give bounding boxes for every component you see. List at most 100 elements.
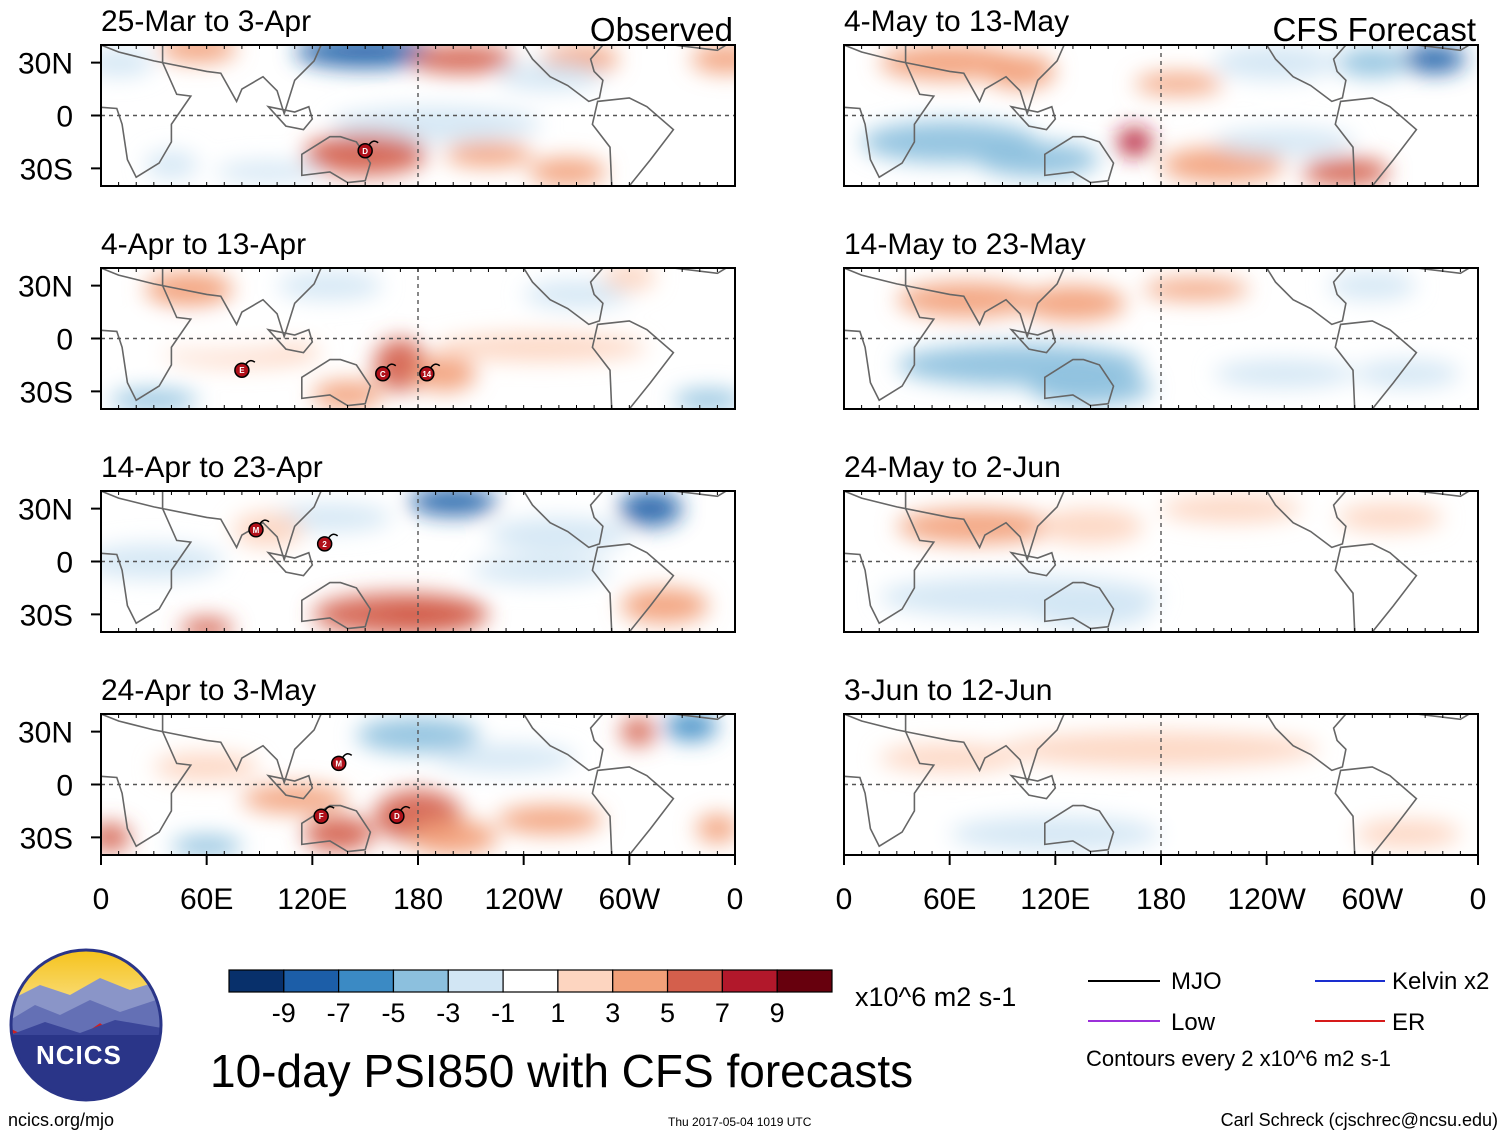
anomaly-blob <box>976 141 1100 178</box>
anomaly-blob <box>1213 359 1355 388</box>
footer-url[interactable]: ncics.org/mjo <box>8 1110 115 1130</box>
coastlines <box>844 714 1471 855</box>
anomaly-blob <box>101 543 225 580</box>
legend-label-mjo: MJO <box>1171 968 1222 995</box>
panel-title: 14-May to 23-May <box>844 228 1086 261</box>
svg-text:14: 14 <box>422 370 431 379</box>
colorbar: -9 -7 -5 -3 -1 1 3 5 7 9 <box>228 969 833 1028</box>
storm-marker: C <box>375 363 397 382</box>
colorbar-swatch <box>612 969 669 993</box>
legend-label-kelvin: Kelvin x2 <box>1392 968 1490 995</box>
storm-marker: F <box>313 805 335 824</box>
panel-title: 24-Apr to 3-May <box>101 674 316 707</box>
anomaly-blob <box>620 587 709 624</box>
anomaly-blob <box>470 556 612 585</box>
anomaly-blob <box>1143 278 1250 300</box>
anomaly-blob <box>844 819 950 848</box>
anomaly-blob <box>1337 503 1443 532</box>
anomaly-blob <box>896 508 1056 544</box>
panel-title: 14-Apr to 23-Apr <box>101 451 323 484</box>
storm-marker: M <box>248 519 270 538</box>
y-tick-label: 30S <box>20 153 73 186</box>
colorbar-swatch <box>338 969 395 993</box>
colorbar-swatch <box>557 969 614 993</box>
panel-5: 4-May to 13-May CFS Forecast <box>843 5 1479 187</box>
anomaly-blob <box>673 389 735 409</box>
panel-1: 25-Mar to 3-Apr Observed 30N 0 30S <box>18 5 736 187</box>
colorbar-tick-label: -1 <box>491 998 515 1028</box>
anomaly-blob <box>171 835 242 855</box>
anomaly-blob <box>233 512 304 548</box>
anomaly-blob <box>1134 73 1223 95</box>
x-tick-label: 180 <box>1136 883 1186 916</box>
coastlines <box>844 491 1471 632</box>
anomaly-blob <box>488 517 630 553</box>
anomaly-blob <box>409 491 498 516</box>
colorbar-tick-label: 1 <box>550 998 565 1028</box>
anomaly-blob <box>690 45 735 74</box>
anomaly-blob <box>497 805 603 834</box>
x-tick-label: 0 <box>93 883 110 916</box>
svg-text:E: E <box>239 366 245 375</box>
svg-text:F: F <box>319 812 324 821</box>
legend <box>1088 980 1385 1022</box>
colorbar-tick-label: 9 <box>770 998 785 1028</box>
storm-marker: D <box>357 140 379 159</box>
anomaly-blob <box>1337 48 1408 77</box>
x-tick-label: 0 <box>836 883 853 916</box>
panel-4: 24-Apr to 3-May 30N 0 30S <box>18 674 736 856</box>
anomaly-blob <box>879 743 1021 773</box>
logo-text: NCICS <box>36 1040 122 1070</box>
panel-header: Observed <box>590 11 733 48</box>
y-tick-label: 30S <box>20 376 73 409</box>
anomaly-blob <box>294 45 436 68</box>
storm-marker: 14 <box>419 363 441 382</box>
anomaly-blob <box>412 356 477 392</box>
colorbar-tick-label: 3 <box>605 998 620 1028</box>
colorbar-swatch <box>502 969 559 993</box>
anomaly-blob <box>696 814 735 843</box>
anomaly-blob <box>409 45 515 74</box>
panel-3: 14-Apr to 23-Apr 30N 0 30S <box>18 451 736 633</box>
anomaly-blob <box>277 271 383 300</box>
panel-title: 3-Jun to 12-Jun <box>844 674 1052 707</box>
storm-marker: 2 <box>316 533 339 552</box>
panel-8: 3-Jun to 12-Jun <box>843 674 1479 856</box>
colorbar-tick-label: 7 <box>715 998 730 1028</box>
x-tick-label: 0 <box>727 883 744 916</box>
anomaly-blob <box>1354 819 1461 848</box>
x-tick-label: 120E <box>1020 883 1090 916</box>
x-tick-label: 120W <box>484 883 563 916</box>
x-tick-label: 60W <box>598 883 660 916</box>
y-tick-label: 30S <box>20 822 73 855</box>
panel-6: 14-May to 23-May <box>843 228 1479 410</box>
x-tick-label: 60E <box>180 883 233 916</box>
anomaly-blob <box>1301 157 1390 186</box>
x-tick-label: 60W <box>1341 883 1403 916</box>
x-tick-label: 0 <box>1470 883 1487 916</box>
anomaly-blob <box>1143 805 1355 834</box>
anomaly-blob <box>879 45 1021 81</box>
anomaly-blob <box>444 141 533 167</box>
storm-marker: M <box>331 753 353 772</box>
anomaly-blob <box>1213 45 1338 81</box>
anomaly-blob <box>620 717 656 746</box>
colorbar-swatch <box>721 969 778 993</box>
anomaly-blob <box>159 45 237 63</box>
colorbar-swatch <box>447 969 504 993</box>
anomaly-blob <box>1354 359 1461 388</box>
panel-title: 4-Apr to 13-Apr <box>101 228 306 261</box>
storm-marker: D <box>389 805 411 824</box>
anomaly-blob <box>241 784 348 813</box>
anomaly-blob <box>435 743 577 773</box>
colorbar-tick-label: 5 <box>660 998 675 1028</box>
legend-label-low: Low <box>1171 1009 1216 1036</box>
ncics-logo <box>9 948 163 1102</box>
anomaly-blob <box>618 491 683 527</box>
colorbar-swatch <box>392 969 449 993</box>
anomaly-blob <box>602 268 656 291</box>
anomaly-blob <box>145 150 198 179</box>
y-tick-label: 0 <box>56 547 73 580</box>
footer-author[interactable]: Carl Schreck (cjschrec@ncsu.edu) <box>1220 1110 1498 1130</box>
